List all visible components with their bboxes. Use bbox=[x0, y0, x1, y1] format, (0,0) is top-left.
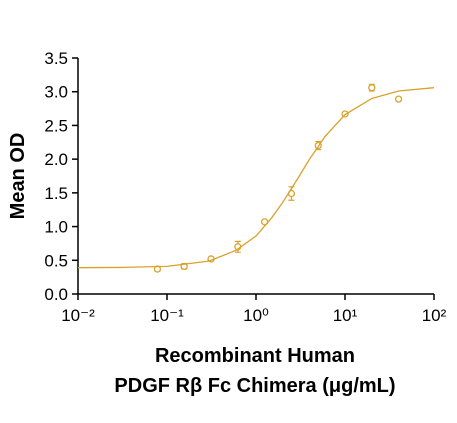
x-tick-label: 10⁻¹ bbox=[150, 306, 184, 325]
y-tick-label: 2.0 bbox=[44, 150, 68, 169]
y-tick-label: 1.5 bbox=[44, 184, 68, 203]
x-tick-label: 10⁻² bbox=[61, 306, 95, 325]
data-point bbox=[394, 95, 403, 103]
data-point bbox=[368, 84, 376, 92]
fit-curve bbox=[77, 87, 435, 269]
y-tick-label: 1.0 bbox=[44, 218, 68, 237]
x-tick-label: 10¹ bbox=[333, 306, 358, 325]
y-tick-label: 0.5 bbox=[44, 251, 68, 270]
x-axis-label: Recombinant Human bbox=[155, 345, 355, 367]
x-axis-label: PDGF Rβ Fc Chimera (μg/mL) bbox=[114, 375, 395, 397]
y-tick-label: 3.0 bbox=[44, 83, 68, 102]
y-tick-label: 0.0 bbox=[44, 285, 68, 304]
y-tick-label: 2.5 bbox=[44, 116, 68, 135]
y-tick-label: 3.5 bbox=[44, 49, 68, 68]
x-tick-label: 10⁰ bbox=[243, 306, 269, 325]
x-tick-label: 10² bbox=[422, 306, 447, 325]
y-axis-label: Mean OD bbox=[7, 133, 29, 220]
